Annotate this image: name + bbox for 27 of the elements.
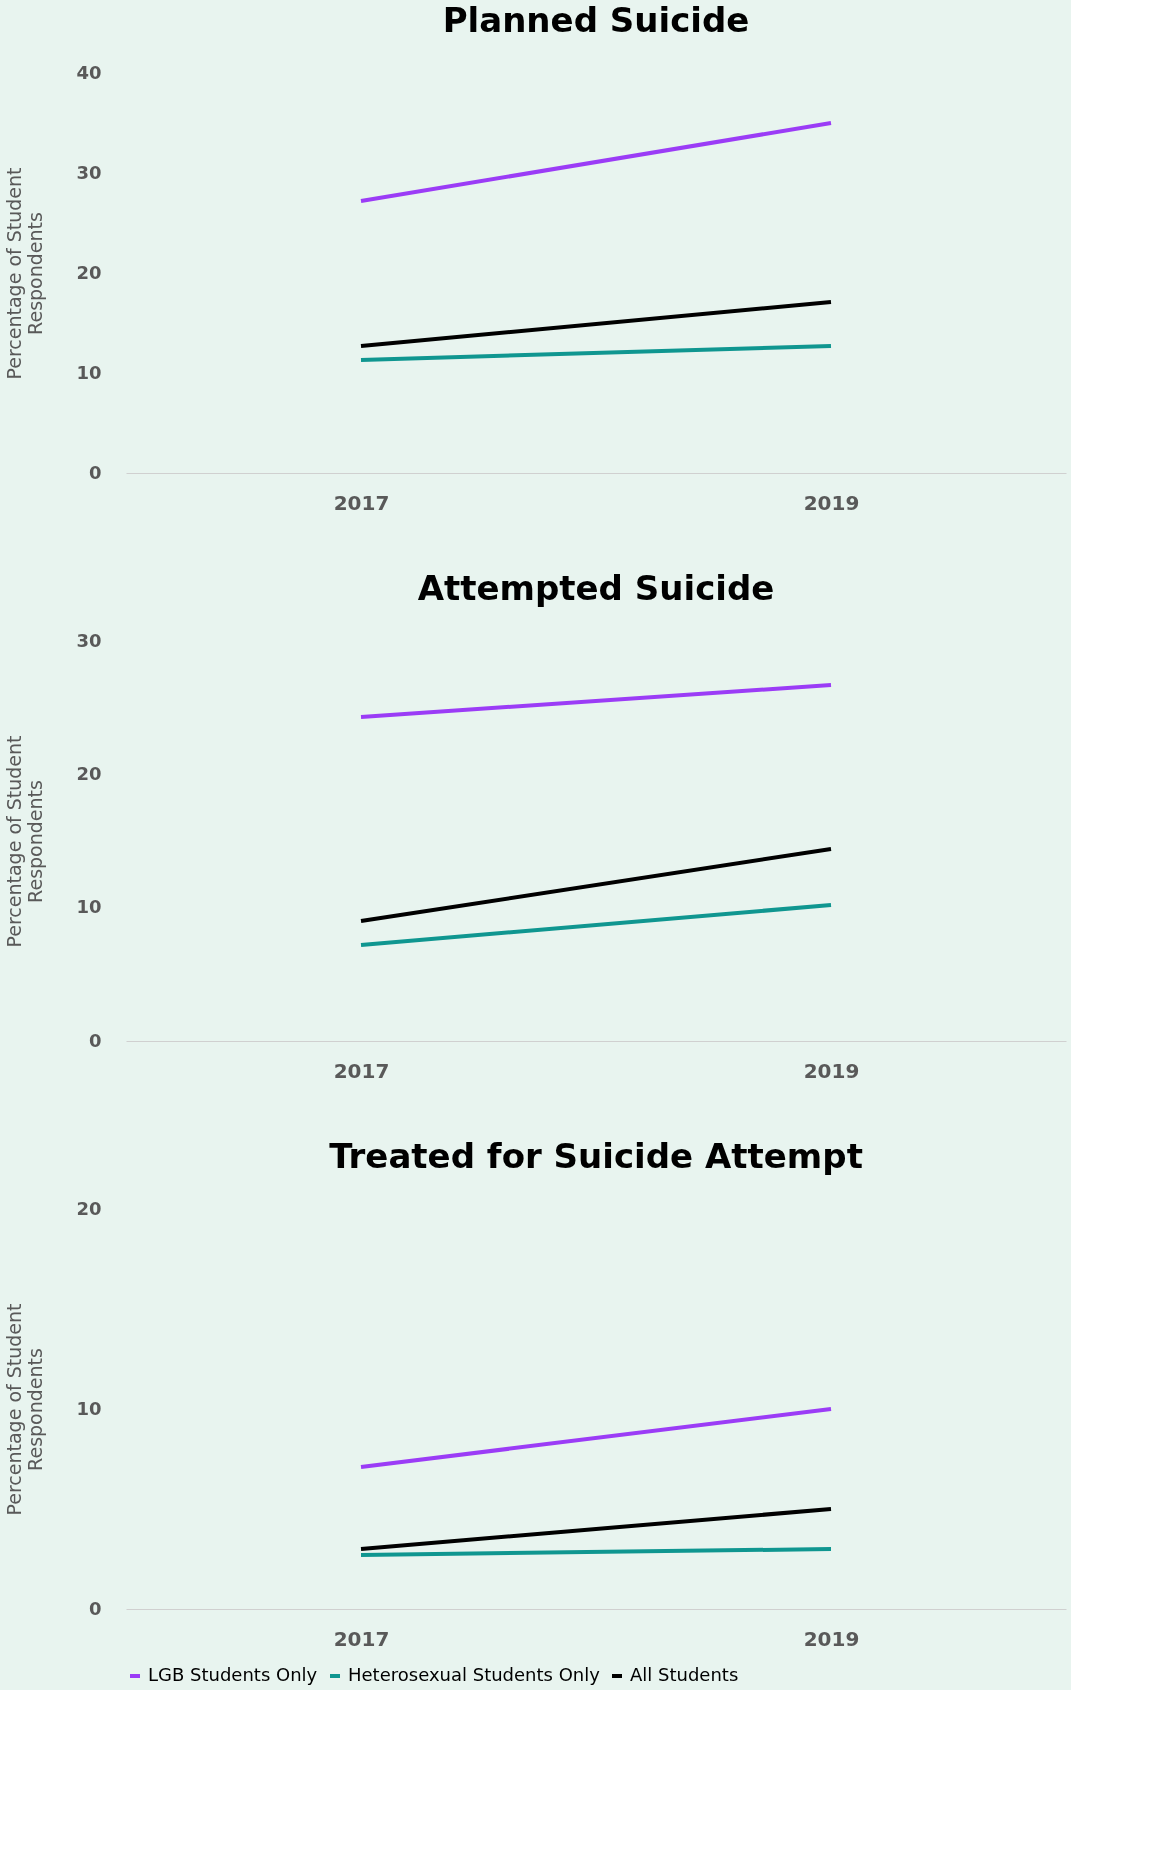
legend-label: Heterosexual Students Only <box>348 1664 601 1685</box>
x-tick-label: 2019 <box>803 490 860 515</box>
y-axis-title: Percentage of Student Respondents <box>3 1303 47 1516</box>
y-tick-label: 10 <box>76 896 102 918</box>
chart-title: Planned Suicide <box>442 0 750 40</box>
y-axis-title: Percentage of Student Respondents <box>3 167 47 380</box>
legend-label: All Students <box>630 1664 739 1685</box>
y-tick-label: 10 <box>76 361 102 383</box>
x-tick-label: 2017 <box>333 1626 390 1651</box>
chart-title: Treated for Suicide Attempt <box>329 1136 863 1176</box>
legend-label: LGB Students Only <box>148 1664 318 1685</box>
x-tick-label: 2017 <box>333 1058 390 1083</box>
y-tick-label: 0 <box>88 461 102 483</box>
y-tick-label: 20 <box>76 261 102 283</box>
y-tick-label: 20 <box>76 762 102 784</box>
x-tick-label: 2019 <box>803 1058 860 1083</box>
y-tick-label: 0 <box>88 1597 102 1619</box>
x-tick-label: 2017 <box>333 490 390 515</box>
y-tick-label: 0 <box>88 1029 102 1051</box>
x-tick-label: 2019 <box>803 1626 860 1651</box>
y-axis-title: Percentage of Student Respondents <box>3 735 47 948</box>
y-tick-label: 30 <box>76 629 102 651</box>
y-tick-label: 20 <box>76 1197 102 1219</box>
y-tick-label: 10 <box>76 1397 102 1419</box>
chart-title: Attempted Suicide <box>417 568 775 608</box>
y-tick-label: 40 <box>76 61 102 83</box>
y-tick-label: 30 <box>76 161 102 183</box>
